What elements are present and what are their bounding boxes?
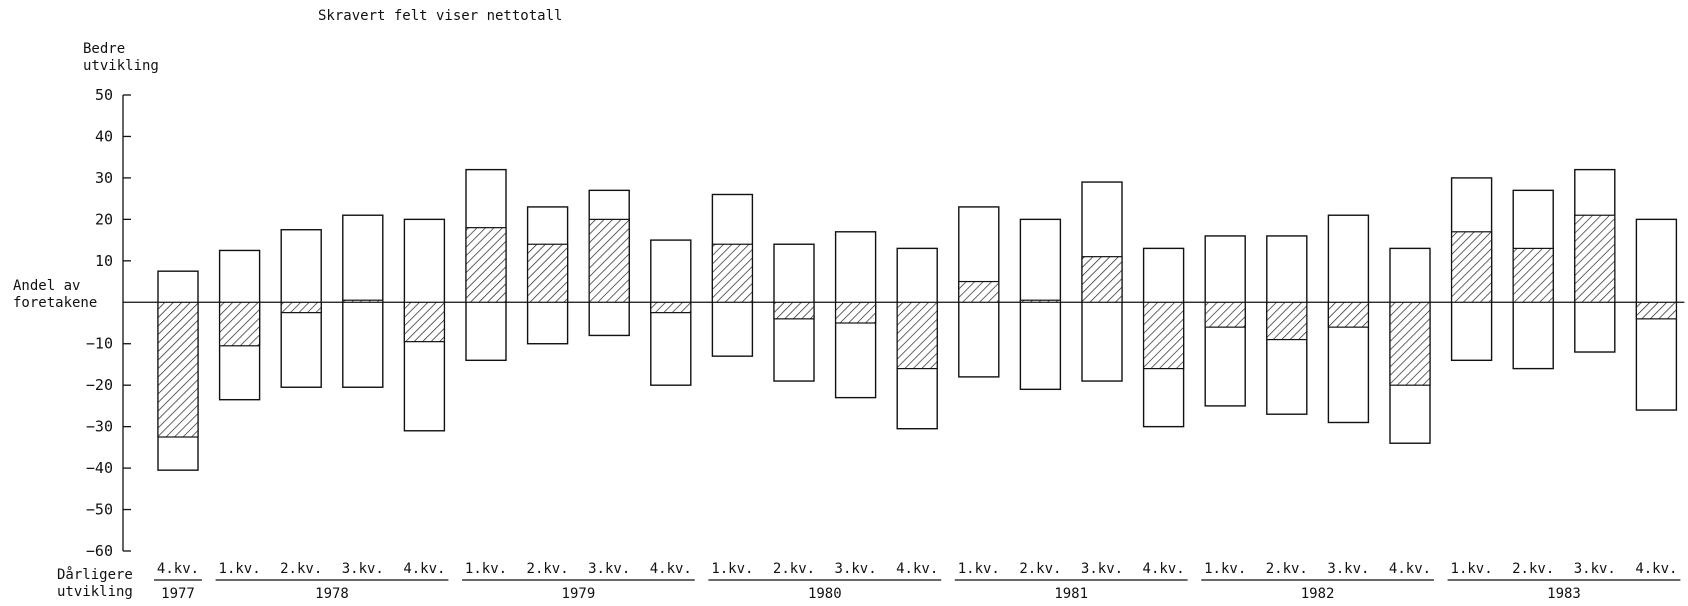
x-tick-label: 2.kv.: [280, 561, 322, 577]
y-tick-label: 30: [95, 169, 113, 187]
year-label: 1978: [315, 586, 349, 602]
x-tick-label: 2.kv.: [527, 561, 569, 577]
bar-net: [1327, 301, 1370, 328]
bar-net: [1081, 256, 1123, 303]
bar-net: [342, 299, 384, 303]
bar-net: [711, 243, 754, 303]
y-tick-label: −40: [86, 459, 113, 477]
x-tick-label: 1.kv.: [711, 561, 753, 577]
y-bottom-label: Dårligere utvikling: [57, 567, 133, 601]
bar-net: [465, 227, 507, 303]
y-bottom-label-line-2: utvikling: [57, 584, 133, 600]
x-tick-label: 4.kv.: [1143, 561, 1185, 577]
bar-net: [1635, 301, 1678, 320]
x-tick-label: 1.kv.: [1451, 561, 1493, 577]
bar-net: [157, 301, 199, 438]
bar-net: [650, 301, 692, 314]
year-label: 1983: [1547, 586, 1581, 602]
bar-net: [1204, 301, 1246, 328]
bar-net: [280, 301, 322, 314]
x-tick-label: 2.kv.: [1512, 561, 1554, 577]
bar-net: [896, 301, 938, 370]
y-top-label-line-2: utvikling: [83, 58, 159, 74]
y-tick-label: 20: [95, 210, 113, 228]
y-tick-label: 40: [95, 127, 113, 145]
year-label: 1981: [1054, 586, 1088, 602]
y-left-label: Andel av foretakene: [13, 278, 97, 312]
bar-net: [219, 301, 261, 347]
x-tick-label: 2.kv.: [1019, 561, 1061, 577]
y-bottom-label-line-1: Dårligere: [57, 567, 133, 583]
y-top-label: Bedre utvikling: [83, 41, 159, 75]
year-label: 1979: [562, 586, 596, 602]
y-tick-label: 50: [95, 86, 113, 104]
bar-net: [1450, 231, 1493, 303]
year-label: 1977: [161, 586, 195, 602]
x-tick-label: 3.kv.: [342, 561, 384, 577]
y-left-label-line-2: foretakene: [13, 295, 98, 311]
x-tick-label: 4.kv.: [650, 561, 692, 577]
x-tick-label: 4.kv.: [896, 561, 938, 577]
bar-net: [1142, 301, 1185, 370]
bar-net: [834, 301, 877, 324]
x-tick-label: 2.kv.: [773, 561, 815, 577]
x-tick-label: 2.kv.: [1266, 561, 1308, 577]
bar-net: [958, 280, 1000, 303]
x-tick-label: 1.kv.: [958, 561, 1000, 577]
y-tick-label: −60: [86, 542, 113, 560]
y-top-label-line-1: Bedre: [83, 41, 126, 57]
bar-net: [1389, 301, 1431, 386]
x-tick-label: 3.kv.: [1574, 561, 1616, 577]
year-label: 1980: [808, 586, 842, 602]
bar-net: [1574, 214, 1616, 303]
x-tick-label: 4.kv.: [157, 561, 199, 577]
bar-net: [403, 301, 445, 343]
bar-net: [1266, 301, 1308, 341]
bar-net: [773, 301, 815, 320]
bar-net: [1512, 247, 1554, 303]
year-label: 1982: [1301, 586, 1335, 602]
x-tick-label: 4.kv.: [1635, 561, 1677, 577]
bar-net: [526, 243, 569, 303]
x-tick-label: 3.kv.: [835, 561, 877, 577]
chart-note: Skravert felt viser nettotall: [318, 8, 563, 24]
x-tick-label: 4.kv.: [403, 561, 445, 577]
x-tick-label: 1.kv.: [465, 561, 507, 577]
x-tick-label: 1.kv.: [1204, 561, 1246, 577]
bar-net: [588, 218, 630, 303]
x-tick-label: 1.kv.: [219, 561, 261, 577]
x-tick-label: 4.kv.: [1389, 561, 1431, 577]
bar-net: [1019, 299, 1062, 303]
bar-range: [1019, 218, 1062, 391]
y-tick-label: 10: [95, 252, 113, 270]
y-left-label-line-1: Andel av: [13, 278, 81, 294]
y-tick-label: −30: [86, 418, 113, 436]
y-tick-label: −20: [86, 376, 113, 394]
x-tick-label: 3.kv.: [588, 561, 630, 577]
y-tick-label: −50: [86, 501, 113, 519]
x-tick-label: 3.kv.: [1327, 561, 1369, 577]
y-tick-label: −10: [86, 335, 113, 353]
x-tick-label: 3.kv.: [1081, 561, 1123, 577]
